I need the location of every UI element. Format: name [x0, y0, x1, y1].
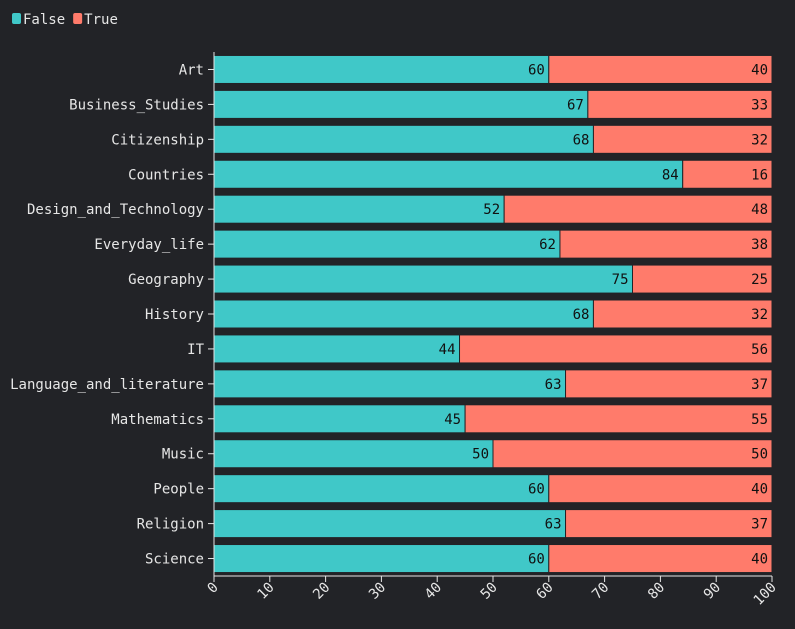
data-label-false-science: 60 — [528, 552, 545, 568]
category-label-music: Music — [162, 447, 204, 463]
data-label-true-people: 40 — [751, 482, 768, 498]
data-label-false-it: 44 — [439, 342, 456, 358]
data-label-false-countries: 84 — [662, 167, 679, 183]
data-label-true-science: 40 — [751, 552, 768, 568]
data-label-false-business_studies: 67 — [567, 97, 584, 113]
data-label-false-art: 60 — [528, 62, 545, 78]
data-label-true-music: 50 — [751, 447, 768, 463]
bar-true-countries — [682, 159, 773, 189]
category-label-citizenship: Citizenship — [111, 132, 204, 148]
data-label-true-religion: 37 — [751, 517, 768, 533]
data-label-false-language_and_literature: 63 — [545, 377, 562, 393]
category-label-geography: Geography — [128, 272, 204, 288]
data-label-true-countries: 16 — [751, 167, 768, 183]
x-tick-label: 60 — [533, 580, 556, 603]
data-label-true-it: 56 — [751, 342, 768, 358]
bar-true-it — [459, 334, 773, 364]
x-tick-label: 30 — [366, 580, 389, 603]
bar-true-music — [492, 439, 773, 469]
x-tick-label: 70 — [589, 580, 612, 603]
x-tick-label: 90 — [701, 580, 724, 603]
bar-false-mathematics — [213, 404, 466, 434]
data-label-false-history: 68 — [573, 307, 590, 323]
category-label-religion: Religion — [137, 517, 204, 533]
legend-swatch-false — [12, 13, 21, 24]
x-tick-label: 40 — [422, 580, 445, 603]
bar-false-business_studies — [213, 89, 589, 119]
category-label-everyday_life: Everyday_life — [94, 237, 204, 253]
bar-false-design_and_technology — [213, 194, 505, 224]
x-tick-label: 0 — [205, 580, 222, 597]
data-label-false-people: 60 — [528, 482, 545, 498]
bar-false-history — [213, 299, 594, 329]
bar-true-mathematics — [464, 404, 773, 434]
bar-true-geography — [632, 264, 773, 294]
category-label-history: History — [145, 307, 204, 323]
bar-false-geography — [213, 264, 633, 294]
category-label-countries: Countries — [128, 167, 204, 183]
bar-false-countries — [213, 159, 684, 189]
x-tick-label: 50 — [478, 580, 501, 603]
bar-false-religion — [213, 509, 567, 539]
bar-true-design_and_technology — [503, 194, 773, 224]
category-label-art: Art — [179, 62, 204, 78]
bar-false-art — [213, 54, 550, 84]
data-label-true-language_and_literature: 37 — [751, 377, 768, 393]
legend-label-false: False — [23, 12, 65, 28]
data-label-false-religion: 63 — [545, 517, 562, 533]
category-label-it: IT — [187, 342, 204, 358]
x-tick-label: 20 — [310, 580, 333, 603]
bar-false-everyday_life — [213, 229, 561, 259]
bar-true-business_studies — [587, 89, 773, 119]
data-label-true-business_studies: 33 — [751, 97, 768, 113]
category-label-design_and_technology: Design_and_Technology — [27, 202, 204, 218]
bar-false-language_and_literature — [213, 369, 567, 399]
data-label-true-design_and_technology: 48 — [751, 202, 768, 218]
bar-true-language_and_literature — [565, 369, 773, 399]
x-tick-label: 80 — [645, 580, 668, 603]
legend: False True — [12, 12, 118, 28]
category-label-mathematics: Mathematics — [111, 412, 204, 428]
legend-swatch-true — [73, 13, 83, 24]
data-label-false-geography: 75 — [612, 272, 629, 288]
bars: 60 40 67 33 68 32 84 16 52 48 62 38 75 25 68 32 44 56 63 37… — [213, 54, 773, 574]
bar-true-everyday_life — [559, 229, 773, 259]
data-label-true-everyday_life: 38 — [751, 237, 768, 253]
data-label-true-history: 32 — [751, 307, 768, 323]
data-label-true-art: 40 — [751, 62, 768, 78]
bar-true-art — [548, 54, 773, 84]
bar-false-citizenship — [213, 124, 594, 154]
x-tick-label: 10 — [254, 580, 277, 603]
bar-false-music — [213, 439, 494, 469]
data-label-false-design_and_technology: 52 — [483, 202, 500, 218]
category-labels: Art Business_Studies Citizenship Countries D… — [10, 62, 204, 567]
bar-true-history — [592, 299, 773, 329]
bar-false-science — [213, 544, 550, 574]
category-label-science: Science — [145, 552, 204, 568]
data-label-true-geography: 25 — [751, 272, 768, 288]
bar-true-people — [548, 474, 773, 504]
bar-false-it — [213, 334, 461, 364]
bar-true-citizenship — [592, 124, 773, 154]
data-label-false-everyday_life: 62 — [539, 237, 556, 253]
category-label-people: People — [153, 482, 204, 498]
bar-true-science — [548, 544, 773, 574]
x-axis-ticks: 0 10 20 30 40 50 60 70 80 90 100 — [205, 576, 780, 609]
category-label-language_and_literature: Language_and_literature — [10, 377, 204, 393]
data-label-false-citizenship: 68 — [573, 132, 590, 148]
data-label-false-music: 50 — [472, 447, 489, 463]
bar-true-religion — [565, 509, 773, 539]
data-label-true-citizenship: 32 — [751, 132, 768, 148]
legend-label-true: True — [84, 12, 118, 28]
x-tick-label: 100 — [751, 580, 780, 609]
data-label-true-mathematics: 55 — [751, 412, 768, 428]
data-label-false-mathematics: 45 — [444, 412, 461, 428]
bar-false-people — [213, 474, 550, 504]
category-label-business_studies: Business_Studies — [69, 97, 204, 113]
